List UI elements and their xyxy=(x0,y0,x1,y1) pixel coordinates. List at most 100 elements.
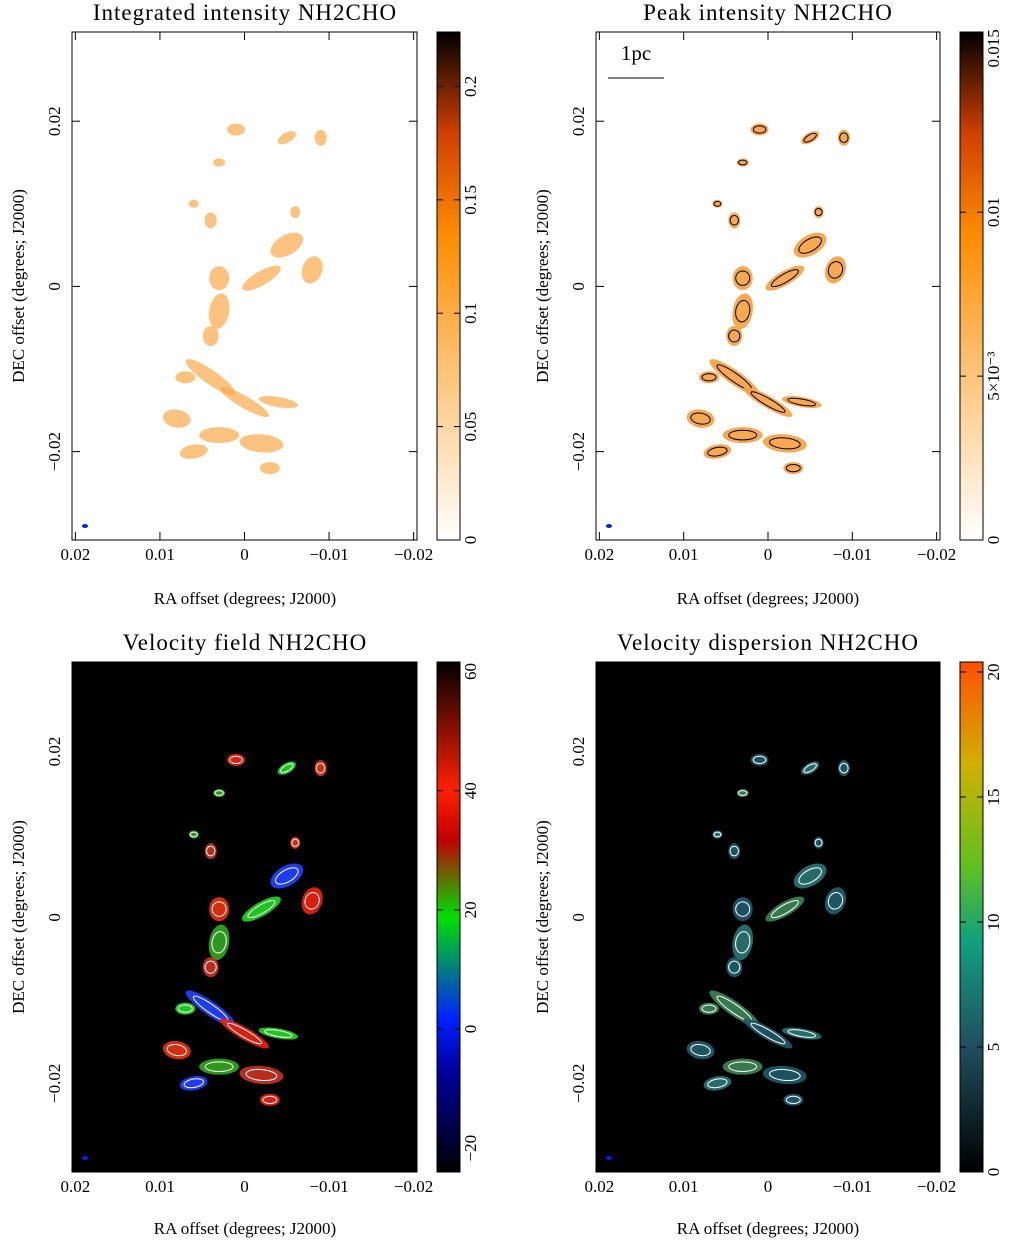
x-tick-label: −0.02 xyxy=(917,1177,956,1196)
y-tick-label: 0.02 xyxy=(569,106,588,136)
x-tick-label: 0.01 xyxy=(669,1177,699,1196)
x-tick-label: −0.02 xyxy=(394,545,433,564)
y-tick-label: 0 xyxy=(569,913,588,922)
panel: Velocity dispersion NH2CHO RA offset (deg… xyxy=(533,630,1003,1238)
contour xyxy=(211,901,227,917)
colorbar-tick-label: −20 xyxy=(461,1135,480,1162)
emission xyxy=(709,359,760,396)
panel-title: Integrated intensity NH2CHO xyxy=(93,0,397,25)
contour xyxy=(735,270,751,286)
emission xyxy=(202,957,219,978)
colorbar-tick-label: 0.1 xyxy=(461,303,480,324)
x-tick-label: 0.02 xyxy=(61,1177,91,1196)
contour xyxy=(280,763,294,774)
emission xyxy=(765,896,805,922)
contour xyxy=(204,960,217,974)
scale-bar-label: 1pc xyxy=(621,41,651,65)
contour xyxy=(262,1095,278,1104)
emission xyxy=(220,1018,269,1049)
emission xyxy=(185,359,236,396)
contour xyxy=(750,1022,786,1045)
y-axis-label: DEC offset (degrees; J2000) xyxy=(9,820,28,1014)
panel: Integrated intensity NH2CHO RA offset (de… xyxy=(9,0,480,608)
emission xyxy=(743,387,793,417)
emission xyxy=(258,396,299,409)
emission xyxy=(709,990,760,1027)
panel: Peak intensity NH2CHO RA offset (degrees;… xyxy=(533,0,1003,608)
emission xyxy=(185,990,236,1027)
colorbar-tick-label: 60 xyxy=(461,663,480,680)
emission xyxy=(179,444,208,459)
emission xyxy=(277,761,296,775)
contour xyxy=(738,790,748,796)
contour xyxy=(752,125,767,134)
contour xyxy=(814,838,823,847)
contour xyxy=(713,831,722,838)
colorbar-tick-label: 5×10⁻³ xyxy=(984,352,1003,401)
contour xyxy=(785,1095,801,1104)
contour xyxy=(769,1068,801,1082)
colorbar-tick-label: 0.15 xyxy=(461,185,480,215)
contour xyxy=(211,931,227,954)
contour xyxy=(291,838,300,847)
contour xyxy=(729,845,739,857)
contour xyxy=(264,1029,293,1038)
emission xyxy=(722,1058,763,1075)
contour xyxy=(707,1078,728,1089)
emission xyxy=(208,293,230,330)
contour xyxy=(701,1004,717,1013)
panel: Velocity field NH2CHO RA offset (degrees;… xyxy=(9,630,480,1238)
emission xyxy=(227,123,246,136)
contour xyxy=(214,790,224,796)
emission xyxy=(782,396,822,409)
y-tick-label: −0.02 xyxy=(45,1064,64,1103)
contour xyxy=(166,1044,188,1057)
emission xyxy=(277,131,296,145)
beam xyxy=(606,524,612,528)
y-tick-label: −0.02 xyxy=(45,432,64,471)
emission xyxy=(314,129,327,146)
emission xyxy=(259,462,280,475)
emission xyxy=(782,1027,822,1040)
contour xyxy=(189,831,198,838)
x-axis-label: RA offset (degrees; J2000) xyxy=(154,1219,336,1238)
emission xyxy=(209,897,230,922)
contour xyxy=(229,755,243,764)
contour xyxy=(787,1029,817,1038)
emission xyxy=(242,265,281,291)
contour xyxy=(787,397,817,407)
emission xyxy=(270,232,304,258)
x-tick-label: 0 xyxy=(764,1177,773,1196)
panel-title: Peak intensity NH2CHO xyxy=(643,0,893,25)
panel-title: Velocity field NH2CHO xyxy=(123,630,368,655)
contour xyxy=(735,299,751,323)
contour xyxy=(245,1068,278,1082)
contour xyxy=(226,1022,263,1045)
contour xyxy=(315,762,326,774)
y-tick-label: 0 xyxy=(45,913,64,922)
contour xyxy=(803,763,817,774)
x-tick-label: 0.01 xyxy=(669,545,699,564)
x-tick-label: −0.01 xyxy=(833,545,872,564)
contour xyxy=(204,1061,234,1072)
emission xyxy=(301,256,323,284)
x-tick-label: 0.02 xyxy=(584,545,614,564)
emission xyxy=(239,434,284,453)
y-tick-label: 0.02 xyxy=(45,106,64,136)
beam xyxy=(606,1156,612,1160)
emission xyxy=(220,387,269,417)
x-axis-label: RA offset (degrees; J2000) xyxy=(677,589,859,608)
contour xyxy=(274,867,299,885)
emission xyxy=(801,131,820,145)
emission xyxy=(204,212,217,229)
contour xyxy=(690,412,711,425)
x-tick-label: −0.02 xyxy=(394,1177,433,1196)
emission xyxy=(213,158,226,167)
x-tick-label: 0.01 xyxy=(145,1177,175,1196)
x-tick-label: 0 xyxy=(764,545,773,564)
emission xyxy=(726,325,743,346)
contour xyxy=(728,329,741,343)
emission xyxy=(242,896,281,922)
colorbar-tick-label: 0 xyxy=(984,536,1003,545)
